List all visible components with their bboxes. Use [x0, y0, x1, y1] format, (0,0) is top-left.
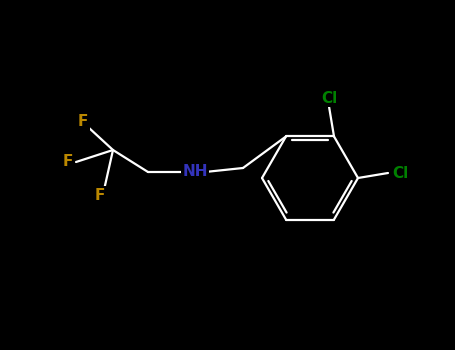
Text: NH: NH: [182, 164, 208, 180]
Text: F: F: [95, 188, 105, 203]
Text: F: F: [78, 114, 88, 130]
Text: F: F: [63, 154, 73, 169]
Text: Cl: Cl: [392, 166, 408, 181]
Text: Cl: Cl: [321, 91, 337, 106]
